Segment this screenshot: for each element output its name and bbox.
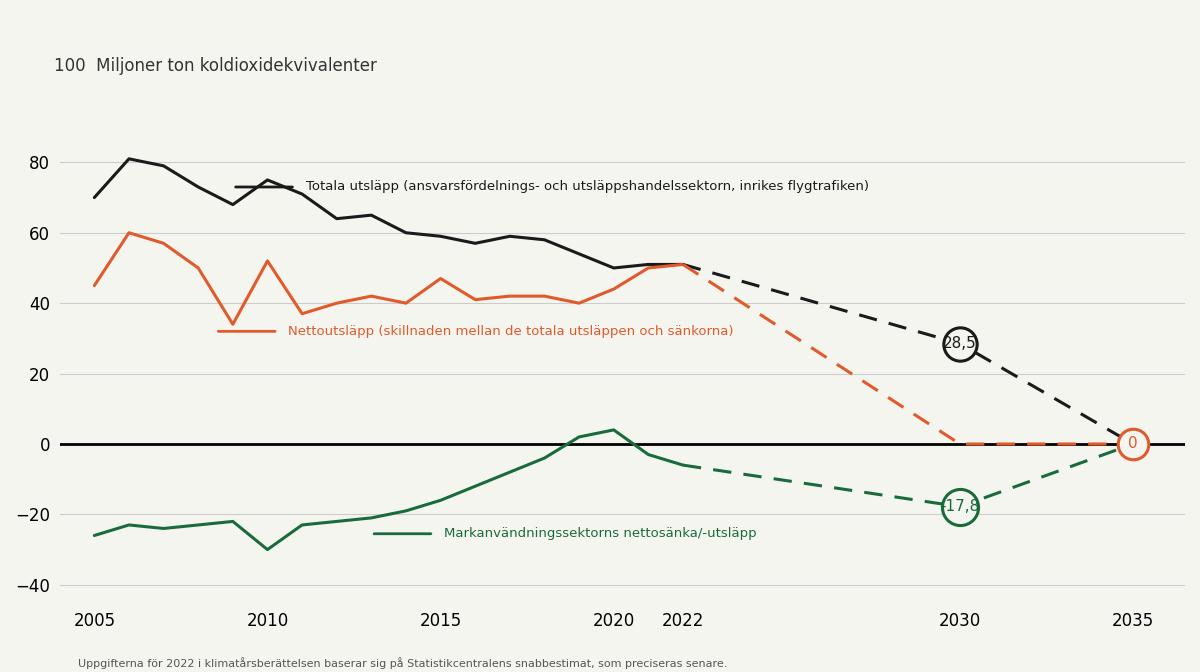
Text: -17,8: -17,8 bbox=[941, 499, 979, 514]
Text: Nettoutsläpp (skillnaden mellan de totala utsläppen och sänkorna): Nettoutsläpp (skillnaden mellan de total… bbox=[288, 325, 733, 338]
Text: Totala utsläpp (ansvarsfördelnings- och utsläppshandelssektorn, inrikes flygtraf: Totala utsläpp (ansvarsfördelnings- och … bbox=[306, 181, 869, 194]
Text: 100  Miljoner ton koldioxidekvivalenter: 100 Miljoner ton koldioxidekvivalenter bbox=[54, 57, 377, 75]
Text: 0: 0 bbox=[1128, 437, 1138, 452]
Text: Markanvändningssektorns nettosänka/-utsläpp: Markanvändningssektorns nettosänka/-utsl… bbox=[444, 528, 757, 540]
Text: Uppgifterna för 2022 i klimatårsberättelsen baserar sig på Statistikcentralens s: Uppgifterna för 2022 i klimatårsberättel… bbox=[78, 657, 727, 669]
Text: 28,5: 28,5 bbox=[943, 336, 977, 351]
